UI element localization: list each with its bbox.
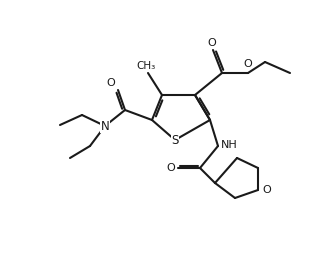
Text: O: O (262, 185, 271, 195)
Text: O: O (244, 59, 252, 69)
Text: N: N (100, 119, 110, 133)
Text: O: O (166, 163, 175, 173)
Text: CH₃: CH₃ (136, 61, 156, 71)
Text: NH: NH (221, 140, 238, 150)
Text: O: O (208, 38, 216, 48)
Text: O: O (106, 78, 115, 88)
Text: S: S (171, 133, 179, 147)
